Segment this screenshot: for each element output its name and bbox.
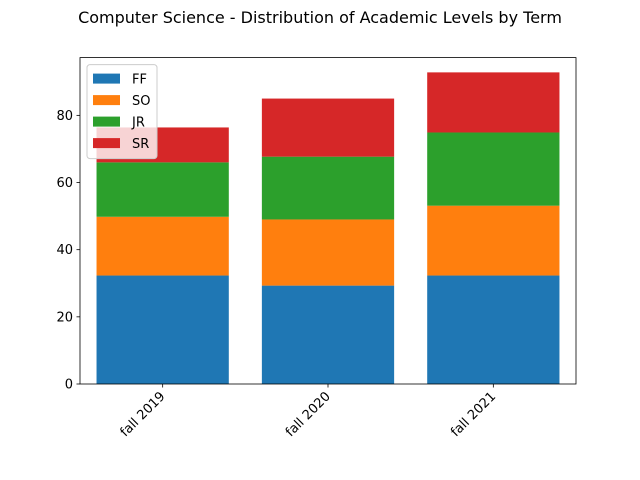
legend-label-sr: SR <box>132 137 149 152</box>
bar-ff-fall-2020 <box>261 285 395 384</box>
legend-label-ff: FF <box>132 73 147 88</box>
legend-swatch-jr <box>93 116 120 127</box>
legend-swatch-sr <box>93 138 120 149</box>
legend-box <box>86 64 158 160</box>
bars-layer <box>96 72 560 384</box>
x-tick-label: fall 2020 <box>283 389 334 440</box>
legend: FF SO JR SR <box>86 64 158 160</box>
bar-so-fall-2020 <box>261 219 395 286</box>
bar-jr-fall-2020 <box>261 156 395 220</box>
y-tick-label: 0 <box>65 378 73 393</box>
bar-so-fall-2021 <box>427 205 560 276</box>
y-tick-label: 80 <box>56 109 73 124</box>
y-axis: 0 20 40 60 80 <box>56 109 80 393</box>
bar-sr-fall-2020 <box>261 98 395 157</box>
x-axis: fall 2019 fall 2020 fall 2021 <box>118 384 499 440</box>
chart-title: Computer Science - Distribution of Acade… <box>78 8 562 27</box>
bar-sr-fall-2021 <box>427 72 560 133</box>
legend-swatch-so <box>93 95 120 106</box>
legend-swatch-ff <box>93 73 120 84</box>
legend-label-so: SO <box>132 94 150 109</box>
bar-ff-fall-2021 <box>427 275 560 384</box>
y-tick-label: 20 <box>56 310 73 325</box>
x-tick-label: fall 2019 <box>118 389 169 440</box>
bar-ff-fall-2019 <box>96 275 229 384</box>
legend-label-jr: JR <box>131 116 145 131</box>
y-tick-label: 40 <box>56 243 73 258</box>
x-tick-label: fall 2021 <box>448 389 499 440</box>
bar-jr-fall-2019 <box>96 162 229 217</box>
bar-jr-fall-2021 <box>427 132 560 206</box>
y-tick-label: 60 <box>56 176 73 191</box>
bar-so-fall-2019 <box>96 216 229 276</box>
